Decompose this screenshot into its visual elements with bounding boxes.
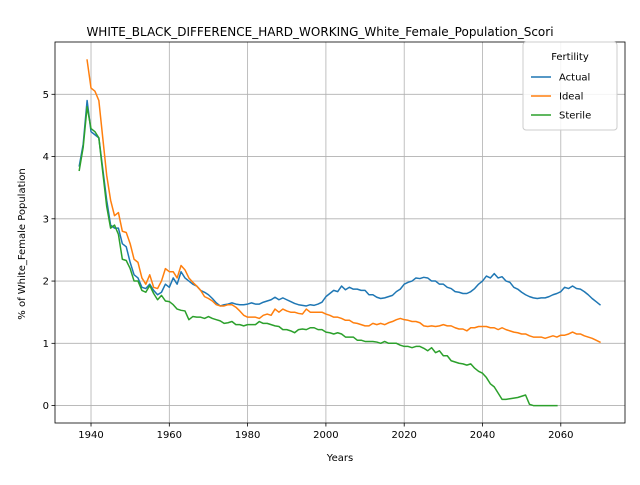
chart-title: WHITE_BLACK_DIFFERENCE_HARD_WORKING_Whit… bbox=[86, 25, 553, 39]
legend-title: Fertility bbox=[551, 52, 589, 63]
y-tick-label: 5 bbox=[43, 90, 49, 101]
x-axis-label: Years bbox=[326, 453, 353, 464]
legend-label-actual: Actual bbox=[559, 73, 590, 84]
y-tick-label: 2 bbox=[43, 277, 49, 288]
x-tick-label: 1960 bbox=[157, 430, 182, 441]
y-tick-label: 3 bbox=[43, 214, 49, 225]
x-tick-label: 1980 bbox=[235, 430, 260, 441]
legend-label-sterile: Sterile bbox=[559, 111, 591, 122]
x-tick-label: 2040 bbox=[470, 430, 495, 441]
y-tick-label: 1 bbox=[43, 339, 49, 350]
y-axis-label: % of White_Female Population bbox=[17, 168, 28, 319]
x-tick-label: 1940 bbox=[78, 430, 103, 441]
legend-label-ideal: Ideal bbox=[559, 92, 583, 103]
x-tick-label: 2020 bbox=[391, 430, 416, 441]
legend: Fertility Actual Ideal Sterile bbox=[523, 42, 617, 130]
y-tick-label: 0 bbox=[43, 401, 49, 412]
x-tick-label: 2000 bbox=[313, 430, 338, 441]
x-tick-label: 2060 bbox=[548, 430, 573, 441]
y-tick-label: 4 bbox=[43, 152, 49, 163]
